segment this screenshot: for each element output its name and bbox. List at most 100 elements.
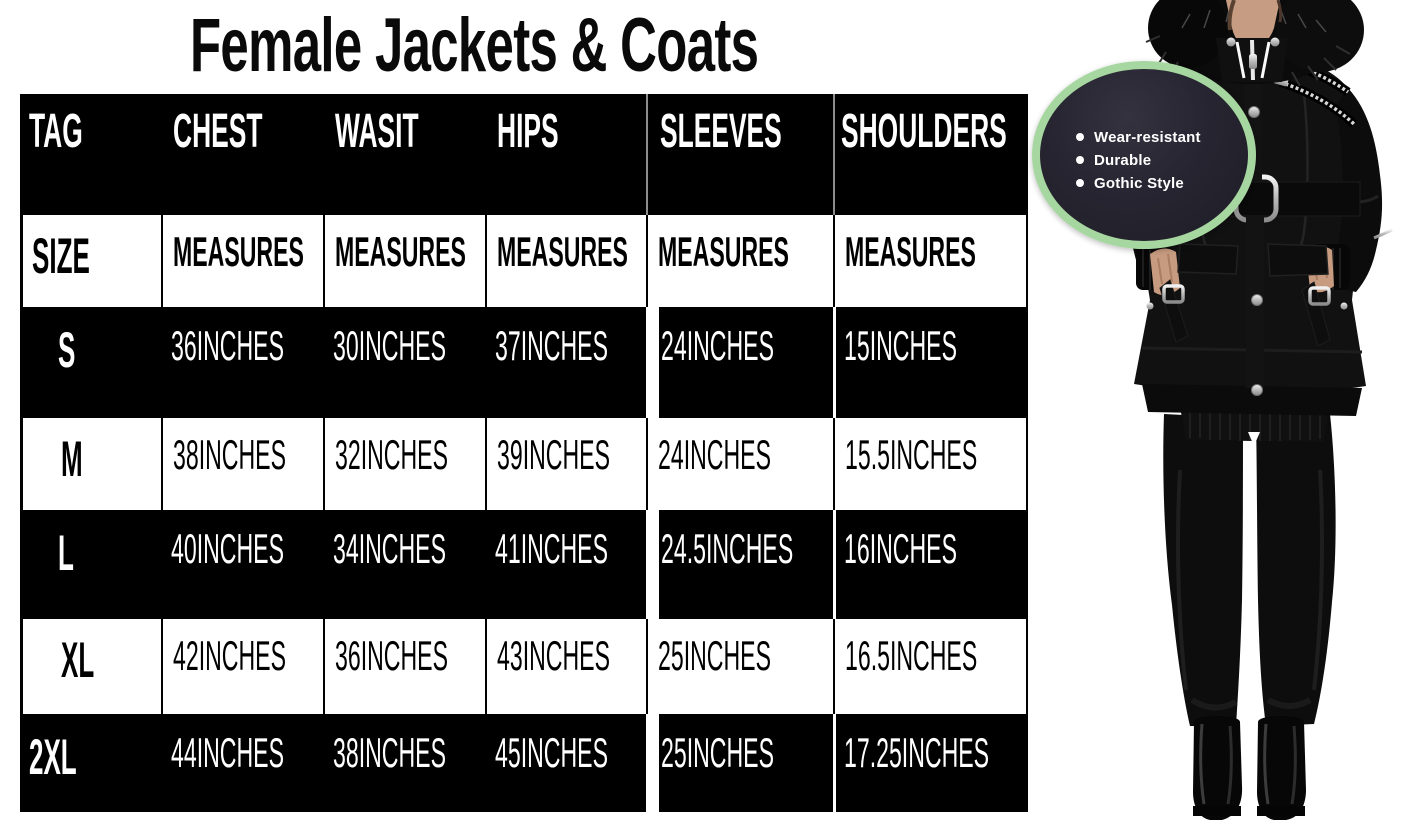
- table-row: SIZE MEASURES MEASURES MEASURES MEASURES…: [20, 215, 1028, 307]
- model-photo: [1030, 0, 1414, 838]
- cell-value: 38INCHES: [173, 431, 286, 478]
- tag-cell: 2XL: [20, 714, 161, 812]
- table-cell: 36INCHES: [161, 307, 323, 418]
- neck-and-collar: [1216, 0, 1288, 82]
- header-cell-sleeves: SLEEVES: [646, 94, 833, 215]
- table-cell: 38INCHES: [161, 418, 323, 510]
- cell-value: 30INCHES: [333, 322, 446, 369]
- cell-value: 25INCHES: [658, 632, 771, 679]
- features-list: Wear-resistant Durable Gothic Style: [1076, 129, 1248, 192]
- feature-label: Durable: [1094, 151, 1152, 169]
- cell-value: 42INCHES: [173, 632, 286, 679]
- table-cell: 24.5INCHES: [646, 510, 833, 619]
- table-cell: 25INCHES: [646, 714, 833, 812]
- header-cell-shoulders: SHOULDERS: [833, 94, 1028, 215]
- cell-value: 24INCHES: [658, 431, 771, 478]
- cell-value: 16.5INCHES: [845, 632, 978, 679]
- table-cell: MEASURES: [161, 215, 323, 307]
- table-cell: MEASURES: [485, 215, 646, 307]
- table-cell: 37INCHES: [485, 307, 646, 418]
- header-label: SHOULDERS: [841, 105, 1007, 158]
- table-cell: 45INCHES: [485, 714, 646, 812]
- tag-cell: SIZE: [20, 215, 161, 307]
- tag-label: L: [58, 525, 74, 581]
- tag-cell: L: [20, 510, 161, 619]
- table-cell: 39INCHES: [485, 418, 646, 510]
- cell-value: 24INCHES: [661, 322, 774, 369]
- table-row: XL 42INCHES 36INCHES 43INCHES 25INCHES 1…: [20, 619, 1028, 714]
- cell-value: MEASURES: [497, 228, 628, 275]
- cell-value: 45INCHES: [495, 729, 608, 776]
- tag-label: SIZE: [32, 228, 90, 284]
- pants-legs: [1163, 414, 1336, 726]
- cell-value: 34INCHES: [333, 525, 446, 572]
- table-cell: 44INCHES: [161, 714, 323, 812]
- table-cell: MEASURES: [646, 215, 833, 307]
- table-cell: 34INCHES: [323, 510, 485, 619]
- cell-value: 41INCHES: [495, 525, 608, 572]
- feature-item: Gothic Style: [1076, 175, 1248, 192]
- tag-label: M: [61, 431, 83, 487]
- cell-value: MEASURES: [658, 228, 789, 275]
- table-cell: MEASURES: [833, 215, 1028, 307]
- cell-value: 17.25INCHES: [844, 729, 990, 776]
- table-cell: 40INCHES: [161, 510, 323, 619]
- bullet-dot-icon: [1076, 133, 1084, 141]
- cell-value: 43INCHES: [497, 632, 610, 679]
- tag-cell: M: [20, 418, 161, 510]
- tag-label: XL: [61, 632, 95, 688]
- header-cell-chest: CHEST: [161, 94, 323, 215]
- cell-value: 40INCHES: [171, 525, 284, 572]
- header-cell-hips: HIPS: [485, 94, 646, 215]
- size-chart-table: TAG CHEST WASIT HIPS SLEEVES SHOULDERS S…: [20, 94, 1028, 812]
- table-header-row: TAG CHEST WASIT HIPS SLEEVES SHOULDERS: [20, 94, 1028, 215]
- ankle-boots: [1193, 716, 1306, 820]
- table-cell: 43INCHES: [485, 619, 646, 714]
- header-label: WASIT: [335, 105, 419, 158]
- cell-value: 32INCHES: [335, 431, 448, 478]
- tag-cell: S: [20, 307, 161, 418]
- table-row: L 40INCHES 34INCHES 41INCHES 24.5INCHES …: [20, 510, 1028, 619]
- cuffs-and-hands: [1136, 244, 1350, 296]
- tag-cell: XL: [20, 619, 161, 714]
- cell-value: 24.5INCHES: [661, 525, 794, 572]
- cell-value: 44INCHES: [171, 729, 284, 776]
- cell-value: 36INCHES: [171, 322, 284, 369]
- cell-value: 15INCHES: [844, 322, 957, 369]
- table-cell: 38INCHES: [323, 714, 485, 812]
- page-title-text: Female Jackets & Coats: [190, 3, 759, 88]
- tag-label: S: [58, 322, 76, 378]
- table-cell: MEASURES: [323, 215, 485, 307]
- bullet-dot-icon: [1076, 179, 1084, 187]
- feature-label: Gothic Style: [1094, 174, 1184, 192]
- table-cell: 42INCHES: [161, 619, 323, 714]
- table-cell: 24INCHES: [646, 418, 833, 510]
- cell-value: MEASURES: [173, 228, 304, 275]
- bullet-dot-icon: [1076, 156, 1084, 164]
- feature-item: Wear-resistant: [1076, 129, 1248, 146]
- cell-value: 16INCHES: [844, 525, 957, 572]
- table-row: M 38INCHES 32INCHES 39INCHES 24INCHES 15…: [20, 418, 1028, 510]
- page-title: Female Jackets & Coats: [190, 2, 1038, 89]
- header-cell-tag: TAG: [20, 94, 161, 215]
- table-row: 2XL 44INCHES 38INCHES 45INCHES 25INCHES …: [20, 714, 1028, 812]
- table-cell: 16INCHES: [833, 510, 1028, 619]
- table-row: S 36INCHES 30INCHES 37INCHES 24INCHES 15…: [20, 307, 1028, 418]
- pocket-flaps: [1146, 243, 1348, 347]
- model-photo-illustration: [1126, 0, 1393, 820]
- cell-value: 39INCHES: [497, 431, 610, 478]
- table-cell: 25INCHES: [646, 619, 833, 714]
- feature-label: Wear-resistant: [1094, 128, 1201, 146]
- cell-value: 36INCHES: [335, 632, 448, 679]
- cell-value: 25INCHES: [661, 729, 774, 776]
- table-cell: 30INCHES: [323, 307, 485, 418]
- table-cell: 16.5INCHES: [833, 619, 1028, 714]
- cell-value: MEASURES: [845, 228, 976, 275]
- header-label: CHEST: [173, 105, 263, 158]
- table-cell: 36INCHES: [323, 619, 485, 714]
- table-cell: 32INCHES: [323, 418, 485, 510]
- header-label: HIPS: [497, 105, 559, 158]
- table-cell: 24INCHES: [646, 307, 833, 418]
- cell-value: 38INCHES: [333, 729, 446, 776]
